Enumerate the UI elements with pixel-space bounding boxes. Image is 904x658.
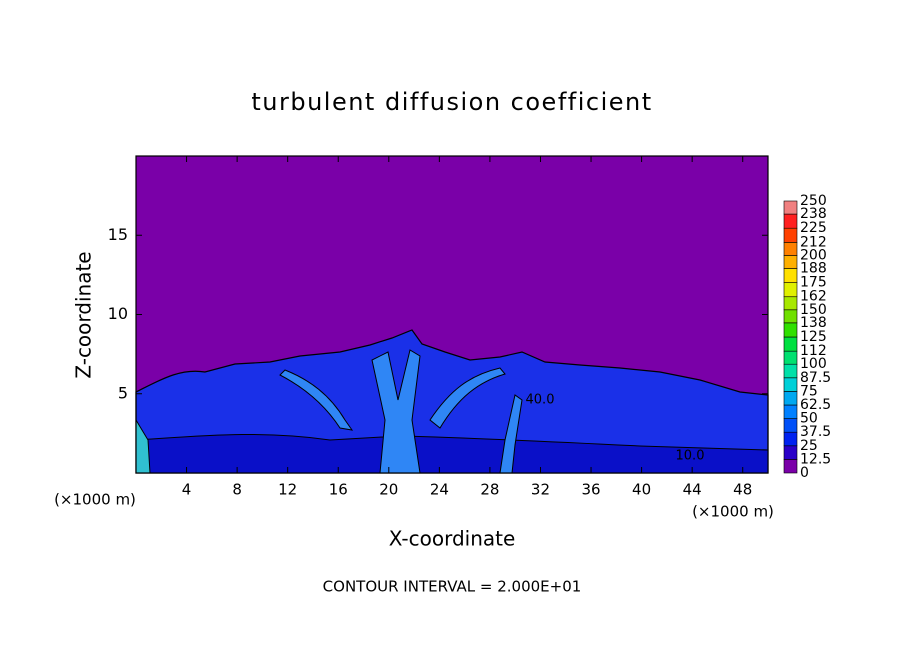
colorbar-label: 138	[800, 315, 827, 331]
colorbar-band	[783, 322, 798, 338]
y-axis-label: Z-coordinate	[72, 251, 96, 378]
x-tick-label: 32	[531, 481, 550, 499]
colorbar-label: 25	[800, 438, 818, 454]
colorbar-band	[783, 309, 798, 324]
y-tick-label: 10	[108, 304, 128, 323]
chart-title: turbulent diffusion coefficient	[251, 88, 652, 116]
colorbar-label: 112	[800, 343, 827, 359]
colorbar-band	[783, 255, 798, 269]
x-axis-label: X-coordinate	[389, 527, 516, 551]
colorbar-label: 162	[800, 289, 827, 305]
colorbar-label: 212	[800, 234, 827, 250]
colorbar-label: 75	[800, 383, 818, 399]
colorbar-label: 250	[800, 193, 827, 209]
colorbar-label: 175	[800, 275, 827, 291]
x-tick-label: 48	[733, 481, 752, 499]
colorbar-band	[783, 282, 798, 298]
colorbar-label: 188	[800, 260, 827, 276]
field	[135, 156, 769, 474]
colorbar-band	[783, 227, 798, 243]
x-tick-label: 16	[329, 481, 348, 499]
colorbar-band	[783, 336, 798, 352]
colorbar-band	[783, 445, 798, 460]
x-tick-label: 40	[632, 481, 651, 499]
y-tick-label: 15	[108, 225, 128, 244]
colorbar-label: 12.5	[800, 451, 831, 467]
x-tick-label: 28	[480, 481, 499, 499]
colorbar-band	[783, 377, 798, 392]
colorbar-label: 62.5	[800, 397, 831, 413]
x-tick-label: 44	[683, 481, 702, 499]
x-unit-label: (×1000 m)	[54, 491, 136, 509]
colorbar-band	[783, 242, 798, 256]
x-tick-label: 4	[182, 481, 192, 499]
x-tick-label: 8	[232, 481, 242, 499]
y-tick-label: 5	[118, 383, 128, 402]
colorbar-label: 87.5	[800, 370, 831, 386]
colorbar-band	[783, 391, 798, 406]
colorbar-band	[783, 363, 798, 379]
x-tick-label: 36	[581, 481, 600, 499]
colorbar-band	[783, 213, 798, 229]
colorbar-band	[783, 296, 798, 311]
x-unit-label: (×1000 m)	[692, 503, 774, 521]
colorbar-band	[783, 459, 798, 474]
colorbar-band	[783, 431, 798, 447]
colorbar-label: 50	[800, 411, 818, 427]
streak	[429, 367, 506, 429]
colorbar-label: 150	[800, 302, 827, 318]
x-tick-label: 20	[379, 481, 398, 499]
colorbar-label: 238	[800, 206, 827, 222]
x-tick-label: 12	[278, 481, 297, 499]
colorbar-band	[783, 418, 798, 433]
colorbar-label: 0	[800, 465, 809, 481]
colorbar-label: 37.5	[800, 424, 831, 440]
updraft	[371, 349, 421, 474]
streak	[279, 369, 354, 431]
colorbar-band	[783, 404, 798, 419]
colorbar-label: 125	[800, 329, 827, 345]
colorbar-label: 225	[800, 220, 827, 236]
x-tick-label: 24	[430, 481, 449, 499]
contour-label: 10.0	[676, 449, 705, 464]
contour-label: 40.0	[526, 393, 555, 408]
colorbar-band	[783, 268, 798, 283]
colorbar-label: 200	[800, 247, 827, 263]
colorbar-band	[783, 200, 798, 215]
colorbar-band	[783, 350, 798, 365]
footer: CONTOUR INTERVAL = 2.000E+01	[323, 578, 582, 596]
colorbar-label: 100	[800, 356, 827, 372]
